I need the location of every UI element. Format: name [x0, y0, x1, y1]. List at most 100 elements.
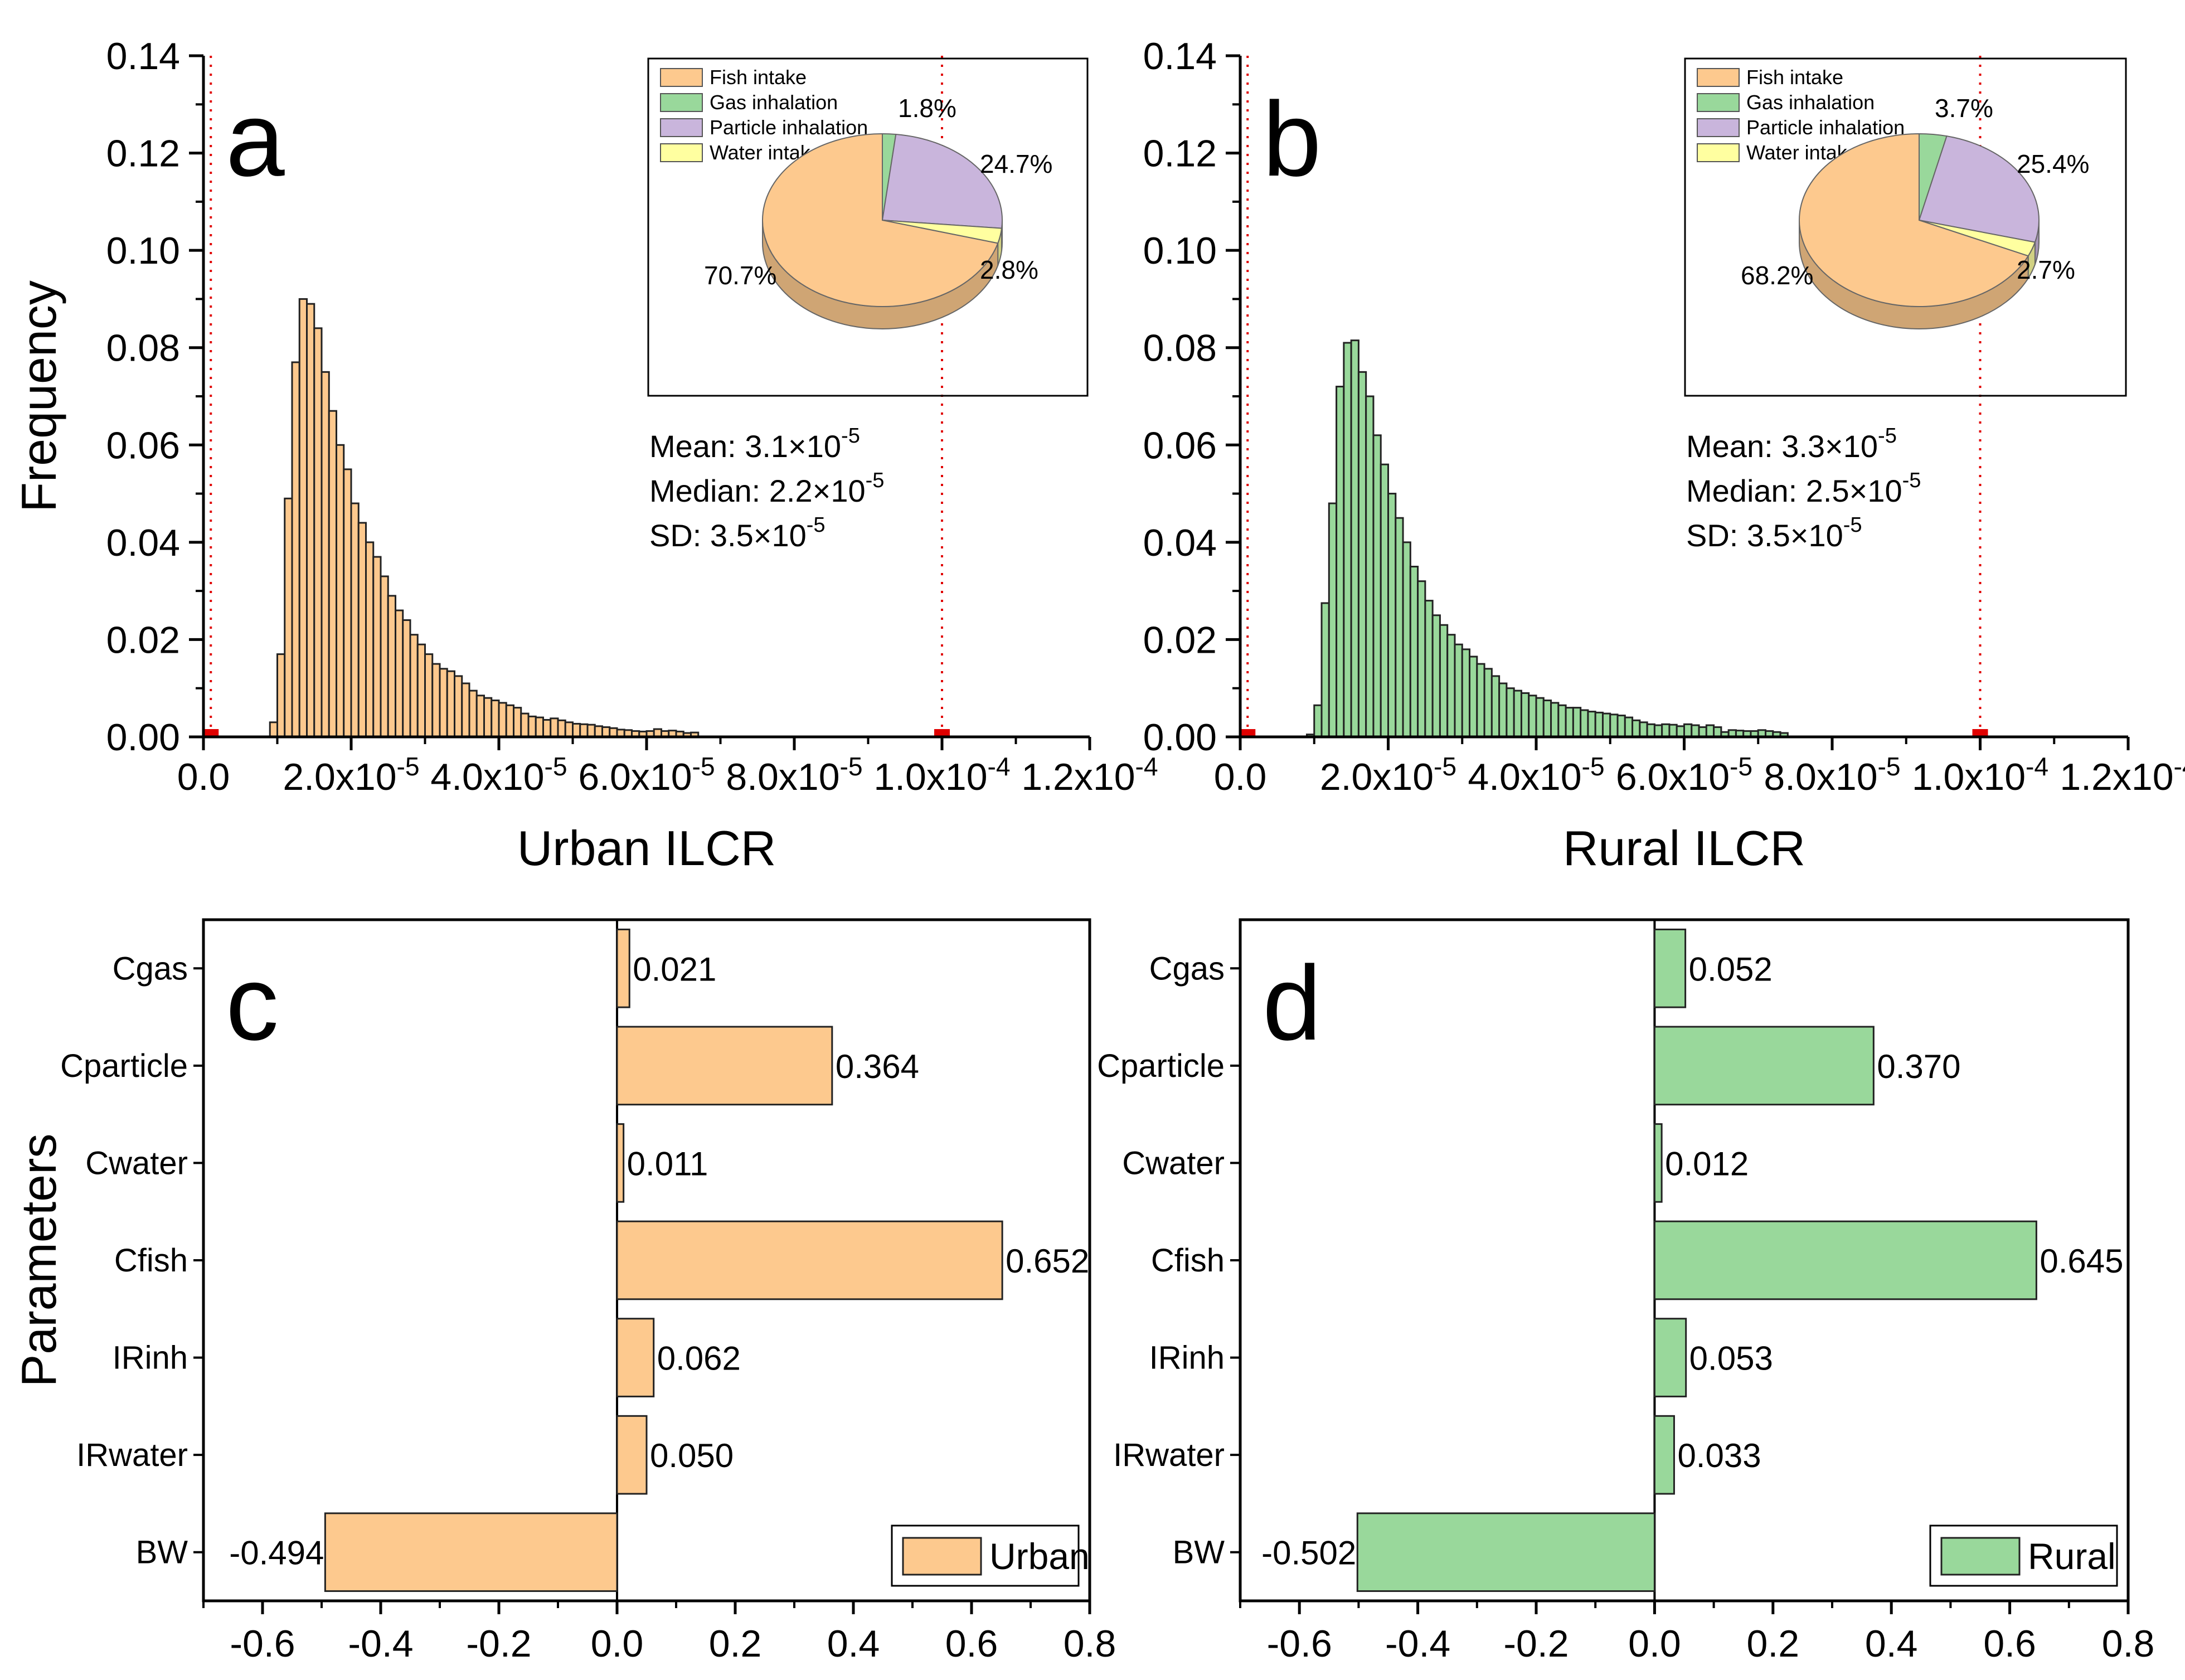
histogram-bar	[1713, 726, 1722, 738]
bar	[1653, 1123, 1663, 1203]
category-label: IRwater	[1113, 1437, 1225, 1473]
histogram-bar	[1365, 395, 1375, 738]
legend-swatch	[902, 1537, 982, 1576]
x-tick-label: -0.4	[1385, 1623, 1450, 1665]
legend-swatch	[1697, 68, 1740, 87]
bar-value-label: 0.062	[657, 1340, 741, 1377]
histogram-bar	[1528, 695, 1537, 738]
legend-label: Urban	[989, 1536, 1090, 1577]
histogram-bar	[550, 717, 559, 738]
y-tick-label: 0.12	[106, 133, 180, 175]
histogram-bar	[1683, 723, 1693, 738]
pie-slice	[1799, 133, 2029, 307]
histogram-bar	[1550, 702, 1560, 738]
legend-swatch	[660, 118, 703, 137]
y-tick-label: 0.08	[106, 327, 180, 370]
panel-label: b	[1263, 80, 1322, 198]
x-tick-label: 1.2x10-4	[2060, 752, 2185, 798]
histogram-bar	[1336, 386, 1345, 738]
histogram-bar	[1402, 541, 1411, 738]
legend-label: Particle inhalation	[710, 116, 868, 139]
histogram-bar	[1646, 723, 1655, 738]
stat-mean: Mean: 3.1×10-5	[649, 424, 860, 464]
pie-label: 1.8%	[898, 94, 956, 123]
histogram-bar	[579, 723, 589, 738]
bar	[616, 1123, 625, 1203]
stat-mean: Mean: 3.3×10-5	[1686, 424, 1897, 464]
category-label: Cparticle	[1097, 1048, 1225, 1084]
legend: Urban	[891, 1524, 1090, 1587]
histogram-bar	[1565, 707, 1574, 738]
y-tick-label: 0.04	[1143, 522, 1217, 564]
legend-label: Particle inhalation	[1746, 116, 1905, 139]
pie-label: 70.7%	[704, 261, 776, 290]
pie-label: 3.7%	[1935, 94, 1993, 123]
histogram-bar	[1409, 566, 1419, 738]
histogram-bar	[1395, 517, 1404, 738]
chart-panel-b: 0.00 0.02 0.04 0.06 0.08 0.10 0.12 0.14 0.0 2.0x1…	[1143, 35, 2185, 876]
x-tick-label: 0.0	[177, 756, 230, 798]
histogram-bar	[1705, 724, 1715, 738]
histogram-bar	[431, 663, 441, 738]
bar-value-label: 0.364	[836, 1048, 919, 1085]
histogram-bar	[1632, 719, 1641, 738]
y-tick-label: 0.00	[106, 716, 180, 759]
histogram-bar	[542, 718, 552, 738]
histogram-bar	[1490, 675, 1501, 738]
histogram-bar	[313, 327, 323, 738]
pie-label: 24.7%	[980, 149, 1052, 178]
pie-label: 2.7%	[2017, 255, 2075, 284]
histogram-bar	[1535, 697, 1545, 738]
bar	[616, 1220, 1003, 1300]
bar	[616, 1026, 833, 1106]
histogram-bar	[1698, 726, 1707, 738]
histogram-bar	[513, 707, 522, 738]
category-label: Cwater	[85, 1145, 188, 1181]
histogram-bar	[328, 410, 337, 738]
histogram-bar	[1542, 700, 1552, 738]
x-tick-label: 0.0	[1214, 756, 1267, 798]
legend-swatch	[1697, 143, 1740, 162]
bar	[1653, 928, 1687, 1008]
histogram-bar	[527, 715, 537, 738]
x-tick-label: 1.2x10-4	[1021, 752, 1158, 798]
bar-value-label: 0.053	[1689, 1340, 1773, 1377]
histogram-bar	[357, 522, 367, 738]
bar-value-label: 0.012	[1665, 1145, 1749, 1182]
bar	[616, 1318, 655, 1397]
histogram-bar	[1446, 634, 1456, 738]
bar	[1653, 1026, 1875, 1106]
histogram-bar	[365, 541, 375, 738]
x-tick-label: 4.0x10-5	[1468, 752, 1604, 798]
histogram-bar	[1431, 614, 1441, 738]
bar	[1653, 1415, 1675, 1495]
histogram-bar	[1439, 624, 1449, 738]
x-tick-label: 0.4	[1865, 1623, 1918, 1665]
category-label: BW	[1173, 1535, 1225, 1571]
histogram-bar	[1476, 663, 1485, 738]
y-tick-label: 0.10	[1143, 230, 1217, 272]
x-axis-title: Urban ILCR	[517, 820, 776, 876]
histogram-bar	[1372, 434, 1382, 738]
x-tick-label: 0.8	[2102, 1623, 2155, 1665]
histogram-bar	[343, 468, 352, 738]
histogram-bar	[1616, 715, 1626, 738]
x-tick-label: -0.2	[466, 1623, 531, 1665]
stat-sd: SD: 3.5×10-5	[649, 513, 826, 553]
histogram-bar	[535, 716, 544, 738]
reference-marker	[934, 729, 950, 736]
bars	[324, 928, 1003, 1592]
histogram-bar	[594, 725, 603, 738]
y-tick-label: 0.00	[1143, 716, 1217, 759]
legend-label: Fish intake	[710, 66, 807, 89]
reference-marker	[1972, 729, 1988, 736]
category-label: IRinh	[113, 1340, 188, 1376]
bar	[324, 1512, 618, 1592]
histogram-bars	[269, 298, 700, 738]
histogram-bar	[395, 609, 404, 738]
chart-panel-c: 0.021 Cgas 0.364 Cparticle 0.011 Cwater 0.652 C…	[11, 918, 1116, 1665]
pie-label: 25.4%	[2017, 149, 2089, 178]
histogram-bar	[1594, 711, 1604, 738]
x-tick-label: 4.0x10-5	[430, 752, 567, 798]
